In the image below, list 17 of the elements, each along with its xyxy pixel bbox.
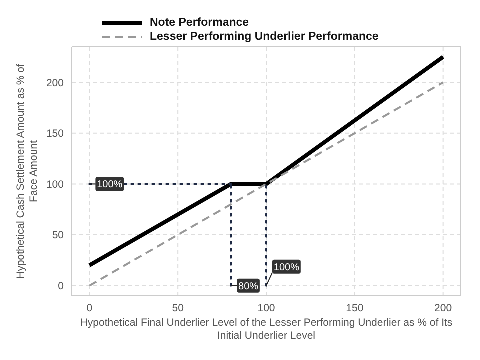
annotation: 100% (274, 262, 300, 274)
y-axis-title: Hypothetical Cash Settlement Amount as % of Face Amount (15, 64, 40, 279)
x-tick-label: 0 (86, 302, 93, 314)
x-tick-label: 100 (258, 302, 276, 314)
x-tick-label: 200 (434, 302, 452, 314)
x-tick-label: 50 (172, 302, 184, 314)
y-tick-label: 0 (58, 280, 64, 293)
x-axis-title: Hypothetical Final Underlier Level of the Lesser Performing Underlier as % of Its Initial Underlier Level (80, 317, 453, 342)
legend-label: Note Performance (150, 16, 250, 30)
y-tick-label: 50 (52, 230, 64, 242)
y-tick-label: 100 (46, 178, 64, 191)
annotation: 100% (97, 180, 123, 191)
y-tick-label: 150 (46, 128, 64, 140)
y-tick-label: 200 (46, 77, 64, 90)
annotation: 80% (238, 281, 259, 292)
x-tick-label: 150 (346, 302, 364, 314)
legend-label: Lesser Performing Underlier Performance (150, 30, 379, 44)
